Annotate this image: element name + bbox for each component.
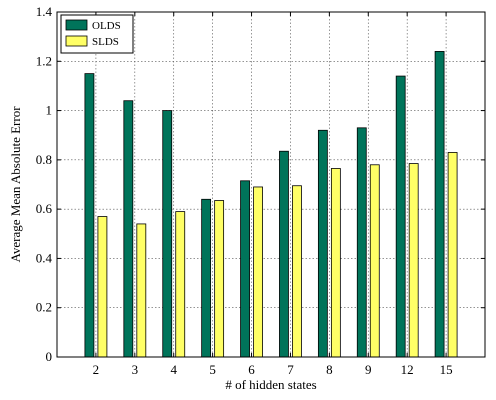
x-tick-label: 3 — [132, 362, 139, 377]
bar-slds — [214, 200, 225, 358]
bar-olds — [317, 129, 328, 358]
x-tick-label: 15 — [440, 362, 453, 377]
bar-olds — [240, 180, 250, 358]
bar-olds — [162, 110, 173, 358]
y-tick-label: 0.4 — [36, 250, 53, 265]
bar-olds — [123, 100, 134, 358]
bar-slds — [175, 211, 186, 358]
x-tick-label: 7 — [287, 362, 294, 377]
bar-slds — [292, 185, 302, 358]
x-tick-label: 5 — [209, 362, 216, 377]
legend-swatch-slds — [65, 35, 88, 47]
bar-slds — [136, 223, 147, 358]
bar-olds — [84, 73, 95, 358]
grid-lines — [57, 12, 485, 357]
y-tick-label: 1 — [46, 103, 53, 118]
x-tick-label: 6 — [248, 362, 255, 377]
legend-label-slds: SLDS — [92, 36, 119, 48]
bars — [84, 51, 458, 358]
bar-olds — [356, 127, 367, 358]
legend: OLDS SLDS — [60, 14, 134, 54]
bar-slds — [253, 186, 263, 358]
y-tick-label: 0.6 — [36, 201, 53, 216]
bar-slds — [97, 216, 108, 358]
y-tick-label: 0.2 — [36, 300, 52, 315]
y-tick-label: 1.2 — [36, 53, 52, 68]
legend-label-olds: OLDS — [92, 20, 121, 32]
y-axis-label: Average Mean Absolute Error — [8, 106, 23, 263]
y-tick-label: 1.4 — [36, 4, 53, 19]
y-tick-label: 0.8 — [36, 152, 52, 167]
bar-olds — [279, 150, 289, 358]
x-axis-label: # of hidden states — [225, 377, 316, 392]
bar-olds — [395, 75, 406, 358]
bar-olds — [201, 198, 212, 358]
x-tick-label: 4 — [170, 362, 177, 377]
bar-slds — [330, 168, 341, 358]
bar-slds — [408, 163, 419, 358]
x-tick-label: 2 — [93, 362, 100, 377]
bar-slds — [447, 152, 458, 358]
axis-ticks: 0 0.2 0.4 0.6 0.8 1 1.2 1.4 2 3 4 5 6 7 8 9 12 15 — [36, 4, 485, 377]
bar-slds — [369, 164, 380, 358]
x-tick-label: 9 — [365, 362, 372, 377]
y-tick-label: 0 — [46, 349, 53, 364]
x-tick-label: 8 — [326, 362, 333, 377]
legend-swatch-olds — [65, 19, 88, 31]
bar-olds — [434, 51, 445, 358]
x-tick-label: 12 — [401, 362, 414, 377]
plot-area-frame — [56, 11, 486, 358]
